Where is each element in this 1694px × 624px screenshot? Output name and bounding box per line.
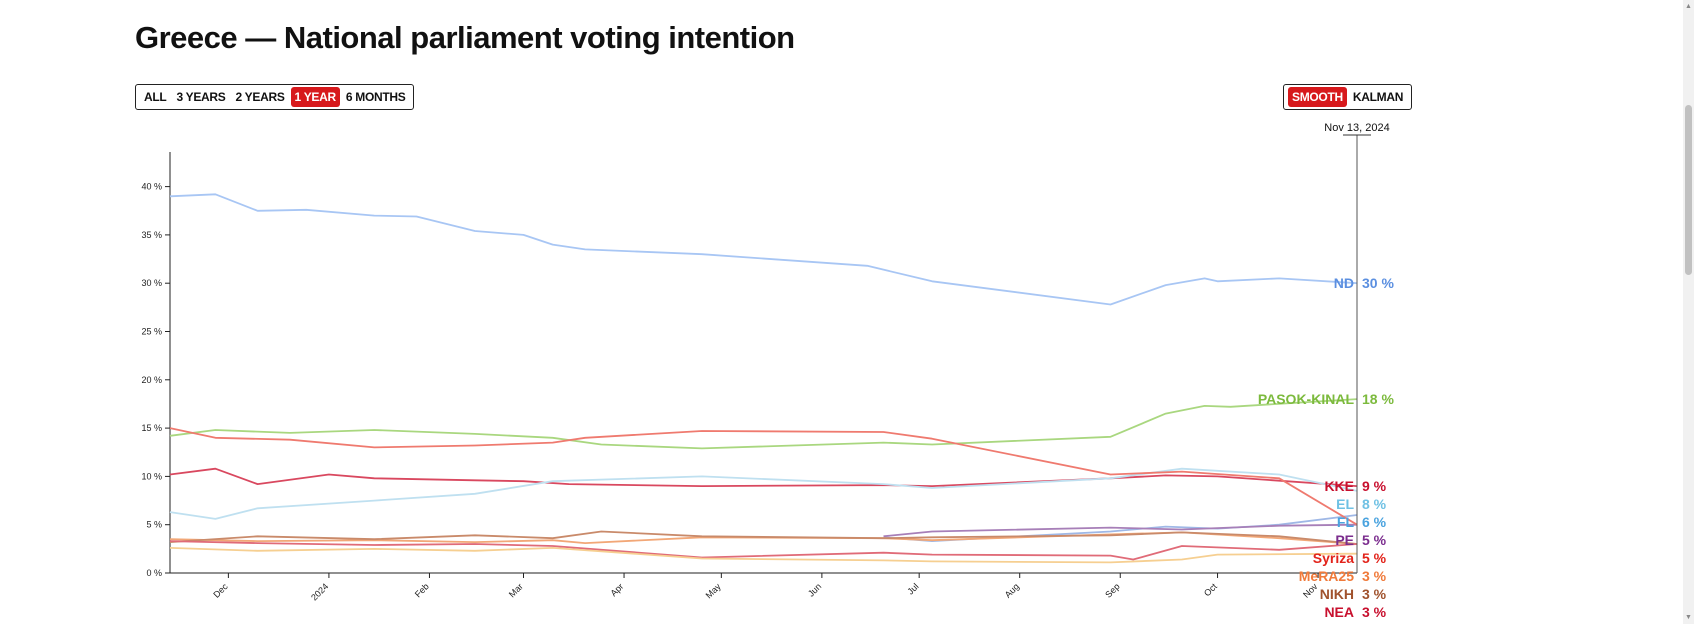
series-label-kke: KKE <box>1324 478 1354 494</box>
series-line-syriza[interactable] <box>169 427 1358 526</box>
series-label-pasok-kinal: PASOK-KINAL <box>1258 391 1355 407</box>
y-tick-label: 30 % <box>141 278 162 288</box>
x-tick-label: Jul <box>905 581 920 596</box>
page-title: Greece — National parliament voting inte… <box>135 20 795 55</box>
y-tick-label: 5 % <box>146 520 162 530</box>
chart-axes: 0 % 5 % 10 % 15 % 20 % 25 % 30 % 35 % 40 % Dec 202… <box>141 152 1357 603</box>
series-lines <box>169 193 1358 564</box>
series-line-fl[interactable] <box>883 514 1358 542</box>
series-line-pasok-kinal[interactable] <box>169 398 1358 450</box>
series-label-spartans: Spartans <box>1294 622 1354 624</box>
x-tick-label: Sep <box>1103 581 1121 599</box>
series-value-pasok-kinal: 18 % <box>1362 391 1394 407</box>
series-label-fl: FL <box>1337 514 1355 530</box>
scroll-up-icon[interactable]: ▲ <box>1685 3 1692 10</box>
x-tick-label: May <box>704 581 723 600</box>
cursor-date-label: Nov 13, 2024 <box>1324 122 1389 134</box>
range-2-years-button[interactable]: 2 YEARS <box>235 90 285 104</box>
series-value-pe: 5 % <box>1362 532 1387 548</box>
x-tick-label: Feb <box>413 581 431 599</box>
x-tick-label: Mar <box>507 581 525 599</box>
range-1-year-button[interactable]: 1 YEAR <box>290 87 340 107</box>
scroll-down-icon[interactable]: ▼ <box>1685 614 1692 621</box>
series-line-nea[interactable] <box>169 540 1358 561</box>
y-tick-label: 20 % <box>141 375 162 385</box>
x-tick-label: Dec <box>211 581 230 600</box>
mode-smooth-button[interactable]: SMOOTH <box>1288 87 1347 107</box>
y-tick-label: 40 % <box>141 182 162 192</box>
x-tick-label: Aug <box>1003 581 1021 599</box>
mode-kalman-button[interactable]: KALMAN <box>1352 90 1404 104</box>
time-range-selector: ALL 3 YEARS 2 YEARS 1 YEAR 6 MONTHS <box>135 84 415 110</box>
series-value-el: 8 % <box>1362 496 1387 512</box>
series-value-nd: 30 % <box>1362 275 1394 291</box>
series-line-spartans[interactable] <box>169 547 1358 564</box>
series-line-el[interactable] <box>169 467 1358 520</box>
series-line-nikh[interactable] <box>169 530 1358 545</box>
x-tick-label: Apr <box>608 581 625 598</box>
series-label-el: EL <box>1336 496 1354 512</box>
series-value-fl: 6 % <box>1362 514 1387 530</box>
series-label-nd: ND <box>1334 275 1354 291</box>
range-6-months-button[interactable]: 6 MONTHS <box>345 90 406 104</box>
y-tick-label: 25 % <box>141 327 162 337</box>
series-value-syriza: 5 % <box>1362 550 1387 566</box>
y-tick-label: 0 % <box>146 568 162 578</box>
series-line-kke[interactable] <box>169 467 1358 488</box>
date-cursor: Nov 13, 2024 <box>1324 122 1390 573</box>
series-label-syriza: Syriza <box>1313 550 1354 566</box>
series-value-kke: 9 % <box>1362 478 1387 494</box>
series-end-labels: ND 30 % PASOK-KINAL 18 % KKE 9 % EL 8 % FL 6 % PE 5… <box>1258 275 1395 624</box>
y-tick-label: 35 % <box>141 230 162 240</box>
y-tick-label: 15 % <box>141 423 162 433</box>
smoothing-mode-selector: SMOOTH KALMAN <box>1283 84 1413 110</box>
x-tick-label: Jun <box>806 581 823 598</box>
series-value-nikh: 3 % <box>1362 586 1387 602</box>
x-tick-label: Oct <box>1202 581 1219 598</box>
series-value-spartans: 2 % <box>1362 622 1387 624</box>
page-scrollbar[interactable]: ▲ ▼ <box>1683 0 1694 624</box>
series-line-pe[interactable] <box>883 523 1358 538</box>
series-value-mera25: 3 % <box>1362 568 1387 584</box>
series-label-nikh: NIKH <box>1320 586 1354 602</box>
series-value-nea: 3 % <box>1362 604 1387 620</box>
range-3-years-button[interactable]: 3 YEARS <box>176 90 226 104</box>
scroll-thumb[interactable] <box>1685 105 1692 275</box>
series-label-nea: NEA <box>1324 604 1354 620</box>
series-line-nd[interactable] <box>169 193 1358 306</box>
series-label-pe: PE <box>1335 532 1354 548</box>
y-tick-label: 10 % <box>141 471 162 481</box>
range-all-button[interactable]: ALL <box>144 90 167 104</box>
x-tick-label: 2024 <box>309 581 330 602</box>
series-label-mera25: MeRA25 <box>1299 568 1354 584</box>
